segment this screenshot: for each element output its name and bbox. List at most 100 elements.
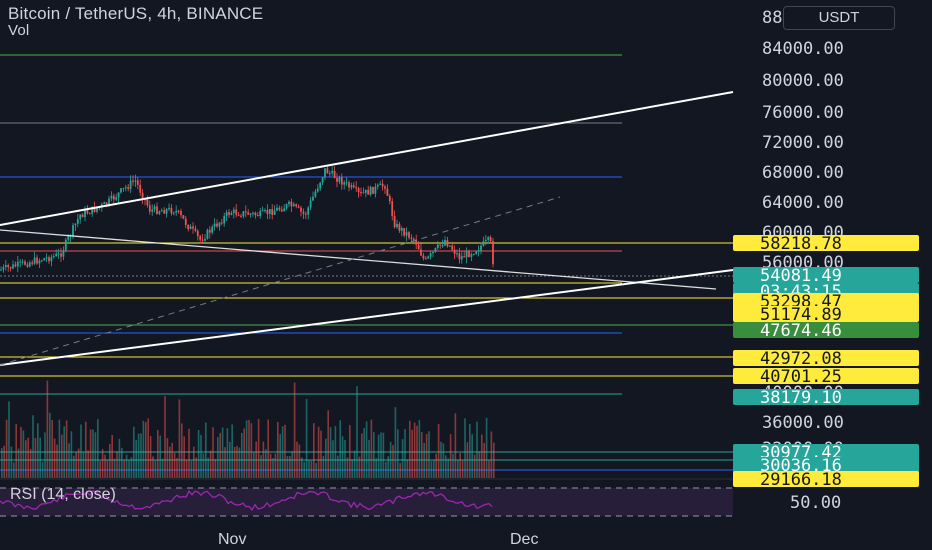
candle [424,256,427,260]
candle [9,266,12,272]
price-tag[interactable]: 42972.08 [733,349,919,369]
candle [204,234,206,244]
volume-bar [279,434,281,478]
price-tag[interactable]: 29166.18 [733,470,919,490]
candle [36,254,38,265]
candle [172,211,175,216]
candle [484,234,487,246]
price-tick-label: 68000.00 [762,163,844,183]
volume-bar [485,417,488,478]
candle [38,258,41,268]
volume-bar [233,447,236,478]
candle [189,224,192,230]
volume-bar [274,453,277,478]
volume-bar [308,459,310,478]
candle [170,204,173,216]
volume-bar [219,432,221,478]
price-tag[interactable]: 54081.49 [733,266,919,286]
candle [225,209,228,222]
volume-bar [437,423,440,478]
candle [422,252,425,261]
candle [237,212,240,217]
candle [444,236,446,247]
price-tag[interactable]: 47674.46 [733,321,919,341]
candle [408,230,410,240]
volume-bar [267,419,269,478]
candle [0,266,2,271]
candle [249,212,252,218]
candle [76,213,79,228]
price-tags[interactable]: 58218.7854081.4903:43:1553298.4751174.89… [733,234,919,490]
volume-bar [459,453,461,478]
candle [285,203,288,211]
candle [84,205,86,222]
currency-button[interactable]: USDT [783,6,895,30]
price-tick-label: 76000.00 [762,103,844,123]
candle [122,187,125,192]
volume-bar [113,458,116,478]
volume-bar [101,448,104,478]
volume-bar [411,429,413,478]
volume-bar [269,453,272,478]
volume-bar [63,426,65,478]
volume-bar [195,457,197,478]
candle [19,258,22,268]
volume-bar [447,458,449,478]
volume-bar [363,428,365,478]
candle [21,258,24,265]
candle [453,245,456,260]
volume-bar [425,433,428,478]
candle [439,244,442,249]
price-tick-label: 72000.00 [762,133,844,153]
candle [40,259,43,262]
volume-bar [104,454,106,478]
price-tag[interactable]: 40701.25 [733,367,919,387]
volume-bar [277,421,279,478]
volume-bar [77,448,80,478]
price-tag[interactable]: 51174.89 [733,305,919,325]
price-tag[interactable]: 38179.10 [733,388,919,408]
volume-bar [272,458,274,478]
volume-bar [123,459,125,478]
candle [62,246,65,261]
horizontal-levels[interactable] [0,54,733,471]
candle [165,208,168,218]
volume-bar [442,443,445,478]
candle [369,185,372,197]
candle [50,254,53,267]
volume-bar [149,436,152,478]
volume-bar [293,382,296,478]
candle [297,204,300,209]
volume-bar [128,460,130,478]
candle [153,204,156,213]
mid-dashed-trendline [0,196,561,366]
price-tag-label: 38179.10 [760,388,842,408]
candle [72,222,74,240]
candle [326,166,329,174]
volume-bar [152,456,154,478]
trendlines[interactable] [0,91,734,366]
volume-bar [142,420,145,478]
volume-bar [248,419,250,478]
candle [129,175,132,193]
volume-bar [327,410,329,478]
volume-indicator-label[interactable]: Vol [8,22,30,39]
candle [220,218,223,226]
volume-bar [481,434,483,478]
price-tag[interactable]: 58218.78 [733,234,919,254]
candle [295,203,298,209]
volume-bar [389,441,392,478]
rsi-indicator-label[interactable]: RSI (14, close) [10,486,116,503]
symbol-title[interactable]: Bitcoin / TetherUS, 4h, BINANCE [8,4,264,23]
candle [132,175,134,186]
volume-bar [392,445,394,478]
price-tag-label: 42972.08 [760,349,842,369]
volume-bar [10,446,13,478]
candle [254,211,257,219]
volume-bar [329,427,332,478]
volume-bar [454,413,457,478]
candle [28,260,31,268]
volume-bar [85,421,87,478]
volume-bar [473,454,476,478]
